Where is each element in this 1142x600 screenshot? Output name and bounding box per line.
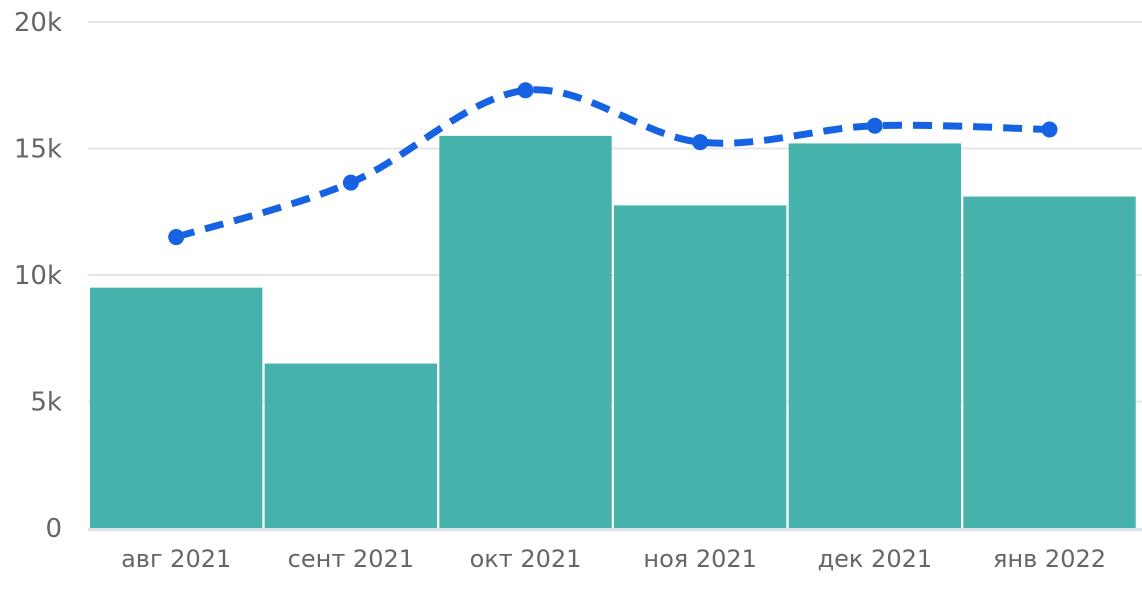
y-axis-labels: 0 5k 10k 15k 20k — [14, 8, 62, 544]
bar[interactable] — [90, 287, 263, 528]
x-axis-category-label: окт 2021 — [470, 545, 582, 573]
x-axis-category-label: авг 2021 — [121, 545, 231, 573]
x-axis-category-label: ноя 2021 — [643, 545, 757, 573]
line-point-marker[interactable] — [168, 229, 185, 246]
line-point-marker[interactable] — [1041, 121, 1058, 138]
line-point-marker[interactable] — [866, 117, 883, 134]
bar-series — [90, 135, 1136, 529]
line-point-marker[interactable] — [517, 82, 534, 99]
y-axis-tick-label: 0 — [45, 514, 62, 544]
bar[interactable] — [788, 143, 962, 528]
x-axis-category-label: янв 2022 — [993, 545, 1106, 573]
bar[interactable] — [963, 196, 1136, 528]
bar[interactable] — [614, 205, 787, 529]
y-axis-tick-label: 10k — [14, 261, 62, 291]
x-axis-category-label: сент 2021 — [288, 545, 414, 573]
bar[interactable] — [439, 135, 612, 528]
y-axis-tick-label: 20k — [14, 8, 62, 38]
y-axis-tick-label: 5k — [30, 388, 62, 418]
bar[interactable] — [264, 363, 438, 528]
y-axis-tick-label: 15k — [14, 135, 62, 165]
line-point-marker[interactable] — [342, 174, 359, 191]
line-point-marker[interactable] — [692, 134, 709, 151]
x-axis-labels: авг 2021 сент 2021 окт 2021 ноя 2021 дек 202… — [121, 545, 1106, 573]
x-axis-category-label: дек 2021 — [818, 545, 933, 573]
line-markers — [168, 82, 1058, 246]
trend-line — [175, 86, 1050, 241]
